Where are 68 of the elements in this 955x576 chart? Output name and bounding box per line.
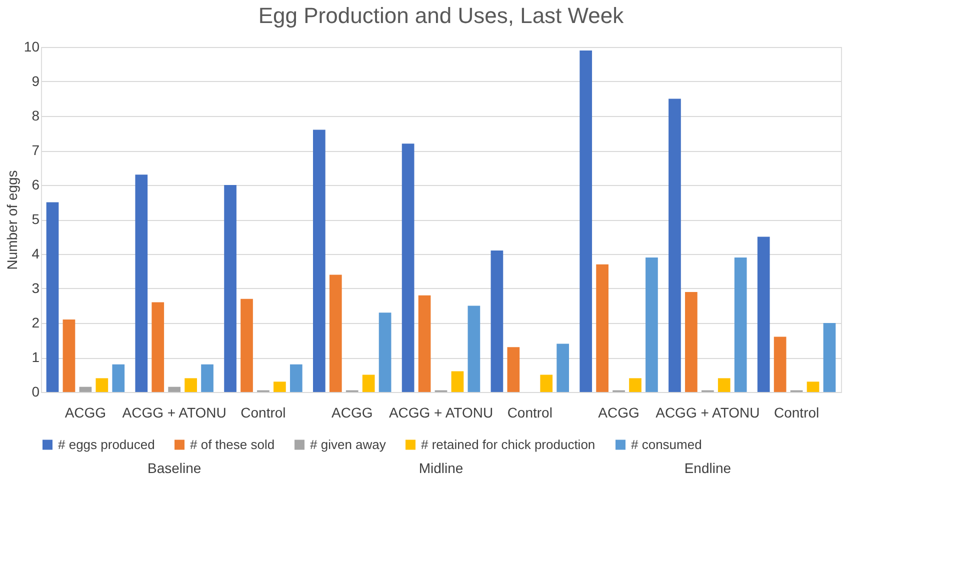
bar bbox=[806, 382, 820, 392]
text: Endline bbox=[684, 460, 732, 476]
bar bbox=[329, 274, 342, 392]
bar bbox=[507, 347, 520, 392]
x-tick-label: ACGG + ATONU bbox=[656, 404, 760, 420]
bar bbox=[224, 185, 236, 392]
y-tick-label: 10 bbox=[24, 38, 40, 54]
bar bbox=[362, 374, 375, 392]
legend-label: # consumed bbox=[631, 436, 702, 452]
bar bbox=[201, 364, 214, 392]
x-tick-label: ACGG + ATONU bbox=[388, 404, 494, 420]
bar bbox=[112, 364, 125, 392]
legend-label: # eggs produced bbox=[58, 436, 155, 452]
text: Midline bbox=[418, 460, 464, 476]
y-tick-label: 3 bbox=[32, 280, 40, 296]
bar bbox=[240, 298, 253, 392]
bar bbox=[596, 264, 608, 392]
bar bbox=[823, 323, 836, 392]
legend-label: # retained for chick production bbox=[421, 436, 596, 452]
bar bbox=[540, 374, 553, 392]
bar bbox=[668, 98, 681, 392]
bar bbox=[418, 295, 431, 392]
bar bbox=[313, 130, 326, 392]
y-tick-label: 8 bbox=[32, 108, 40, 124]
legend-label: # of these sold bbox=[190, 436, 275, 452]
y-tick-label: 4 bbox=[32, 246, 40, 262]
bar bbox=[451, 371, 464, 392]
bar bbox=[378, 312, 392, 392]
bar bbox=[774, 336, 786, 392]
y-tick-label: 5 bbox=[32, 211, 40, 227]
y-tick-label: 9 bbox=[32, 73, 40, 89]
x-tick-label: Control bbox=[507, 404, 552, 420]
bar bbox=[135, 174, 148, 392]
bar bbox=[46, 202, 59, 392]
y-tick-label: 7 bbox=[32, 142, 40, 158]
bar bbox=[402, 144, 414, 392]
bar bbox=[168, 386, 181, 392]
x-tick-label: ACGG + ATONU bbox=[122, 404, 226, 420]
legend-label: # given away bbox=[310, 436, 386, 452]
bar bbox=[468, 306, 480, 392]
bar bbox=[490, 250, 504, 392]
x-tick-label: ACGG bbox=[598, 404, 640, 420]
y-tick-label: 6 bbox=[32, 176, 40, 192]
bar bbox=[685, 292, 698, 392]
bar bbox=[62, 320, 76, 392]
y-tick-label: 0 bbox=[32, 384, 40, 400]
x-tick-label: Control bbox=[240, 404, 286, 420]
bar bbox=[718, 378, 730, 392]
bar bbox=[734, 257, 747, 392]
chart-title: Egg Production and Uses, Last Week bbox=[258, 3, 625, 28]
x-tick-label: Control bbox=[774, 404, 820, 420]
y-axis-title: Number of eggs bbox=[4, 170, 20, 270]
bar bbox=[629, 378, 642, 392]
bar bbox=[646, 257, 658, 392]
bar bbox=[580, 50, 592, 392]
bar bbox=[274, 382, 286, 392]
bar bbox=[96, 378, 108, 392]
x-tick-label: ACGG bbox=[331, 404, 373, 420]
bar bbox=[290, 364, 302, 392]
bar bbox=[184, 378, 197, 392]
y-tick-label: 2 bbox=[32, 314, 40, 330]
bar bbox=[556, 344, 569, 392]
y-tick-label: 1 bbox=[32, 349, 40, 365]
x-tick-label: ACGG bbox=[64, 404, 106, 420]
bar bbox=[757, 236, 770, 392]
bar bbox=[152, 302, 164, 392]
bar bbox=[79, 386, 92, 392]
text: Baseline bbox=[147, 460, 202, 476]
